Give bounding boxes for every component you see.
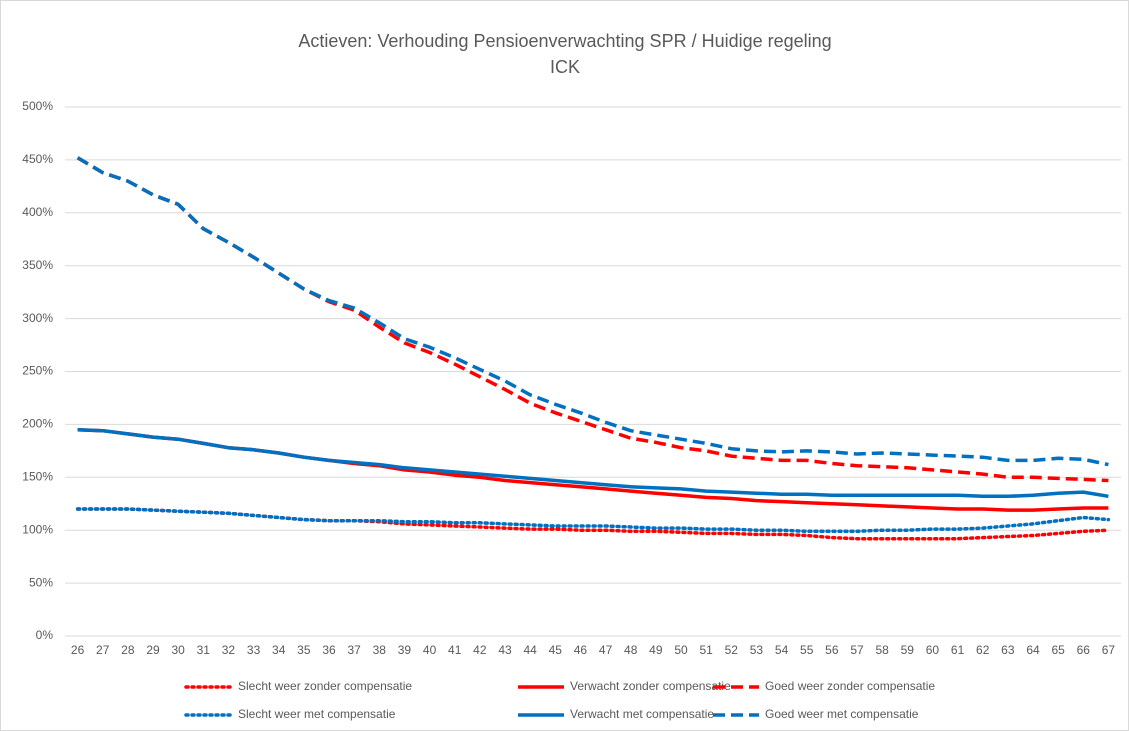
x-tick-label: 48 xyxy=(624,643,638,657)
x-tick-label: 60 xyxy=(926,643,940,657)
y-tick-label: 100% xyxy=(22,522,53,536)
y-tick-label: 300% xyxy=(22,311,53,325)
legend-label: Verwacht zonder compensatie xyxy=(570,679,731,693)
legend-label: Slecht weer zonder compensatie xyxy=(238,679,412,693)
x-tick-label: 43 xyxy=(498,643,512,657)
x-tick-label: 65 xyxy=(1051,643,1065,657)
x-tick-label: 35 xyxy=(297,643,311,657)
x-tick-label: 30 xyxy=(171,643,185,657)
y-tick-label: 0% xyxy=(36,628,54,642)
series-line xyxy=(75,507,1111,534)
x-tick-label: 28 xyxy=(121,643,135,657)
legend-label: Verwacht met compensatie xyxy=(570,707,714,721)
series-line xyxy=(75,507,1111,541)
y-tick-label: 500% xyxy=(22,99,53,113)
x-tick-label: 39 xyxy=(398,643,412,657)
x-tick-label: 44 xyxy=(523,643,537,657)
x-tick-label: 31 xyxy=(197,643,211,657)
y-tick-label: 150% xyxy=(22,469,53,483)
x-tick-label: 58 xyxy=(875,643,889,657)
x-tick-label: 42 xyxy=(473,643,487,657)
x-tick-label: 46 xyxy=(574,643,588,657)
x-tick-label: 49 xyxy=(649,643,663,657)
series-line xyxy=(76,156,1109,467)
x-tick-label: 50 xyxy=(674,643,688,657)
x-tick-label: 57 xyxy=(850,643,864,657)
x-tick-label: 27 xyxy=(96,643,110,657)
chart-subtitle: ICK xyxy=(550,57,580,77)
legend-label: Goed weer zonder compensatie xyxy=(765,679,935,693)
x-tick-label: 51 xyxy=(699,643,713,657)
x-tick-label: 41 xyxy=(448,643,462,657)
y-tick-label: 200% xyxy=(22,417,53,431)
y-tick-label: 350% xyxy=(22,258,53,272)
x-tick-label: 63 xyxy=(1001,643,1015,657)
x-tick-label: 26 xyxy=(71,643,85,657)
x-tick-label: 54 xyxy=(775,643,789,657)
x-tick-label: 47 xyxy=(599,643,613,657)
y-tick-label: 450% xyxy=(22,152,53,166)
x-tick-label: 62 xyxy=(976,643,990,657)
x-tick-label: 34 xyxy=(272,643,286,657)
legend-label: Goed weer met compensatie xyxy=(765,707,919,721)
x-tick-label: 38 xyxy=(373,643,387,657)
legend-label: Slecht weer met compensatie xyxy=(238,707,396,721)
x-tick-label: 59 xyxy=(901,643,915,657)
x-tick-label: 40 xyxy=(423,643,437,657)
y-tick-label: 250% xyxy=(22,364,53,378)
x-tick-label: 55 xyxy=(800,643,814,657)
x-tick-label: 53 xyxy=(750,643,764,657)
x-tick-label: 45 xyxy=(549,643,563,657)
x-tick-label: 37 xyxy=(347,643,361,657)
x-tick-label: 61 xyxy=(951,643,965,657)
x-tick-label: 36 xyxy=(322,643,336,657)
x-tick-label: 29 xyxy=(146,643,160,657)
series-line xyxy=(77,427,1109,499)
x-tick-label: 32 xyxy=(222,643,236,657)
x-tick-label: 33 xyxy=(247,643,261,657)
y-tick-label: 50% xyxy=(29,575,53,589)
x-tick-label: 64 xyxy=(1026,643,1040,657)
chart-title: Actieven: Verhouding Pensioenverwachting… xyxy=(298,31,831,51)
y-tick-label: 400% xyxy=(22,205,53,219)
x-tick-label: 66 xyxy=(1077,643,1091,657)
x-tick-label: 56 xyxy=(825,643,839,657)
x-tick-label: 52 xyxy=(725,643,739,657)
x-tick-label: 67 xyxy=(1102,643,1116,657)
